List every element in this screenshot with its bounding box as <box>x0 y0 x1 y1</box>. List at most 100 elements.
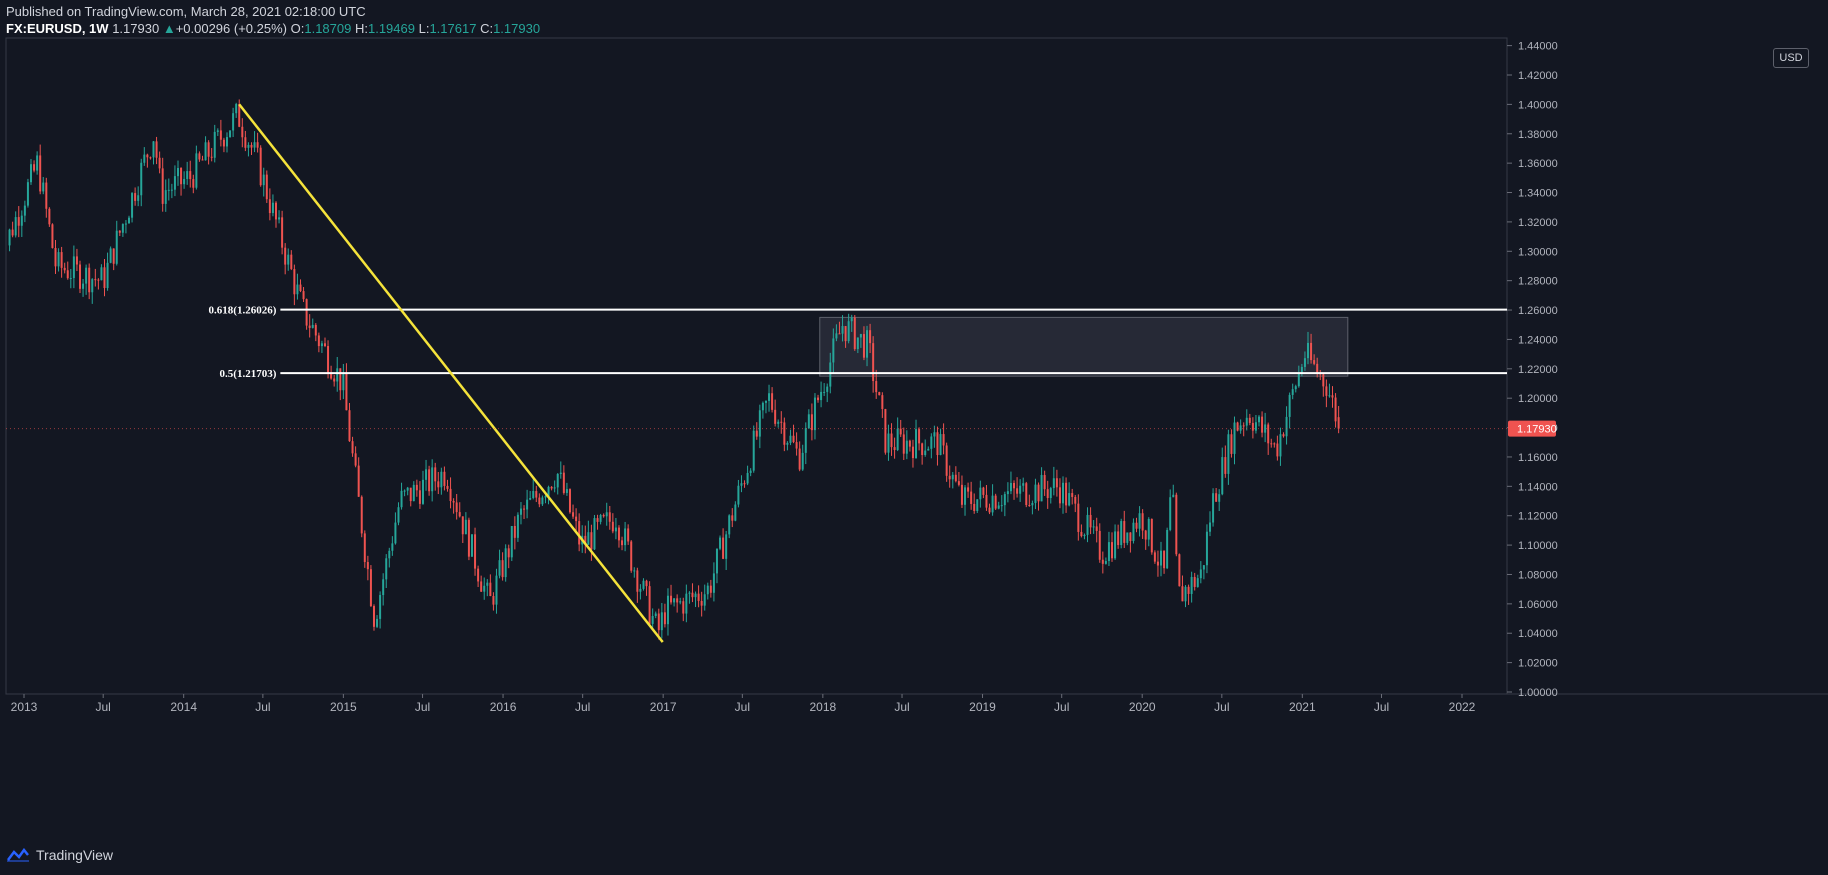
candle-body <box>412 484 415 502</box>
x-tick-label: Jul <box>96 700 111 714</box>
candle-body <box>1077 503 1080 532</box>
candle-body <box>627 528 630 542</box>
candle-body <box>45 182 48 209</box>
candle-body <box>388 550 391 559</box>
currency-button[interactable]: USD <box>1773 48 1809 68</box>
x-tick-label: 2013 <box>11 700 38 714</box>
candle-body <box>562 472 565 493</box>
candle-body <box>1086 514 1089 535</box>
candle-body <box>771 393 774 410</box>
symbol-label[interactable]: FX:EURUSD, 1W <box>6 21 109 36</box>
candle-body <box>244 137 247 148</box>
candle-body <box>1074 496 1077 504</box>
candle-body <box>645 580 648 587</box>
candle-body <box>1009 482 1012 492</box>
candle-body <box>452 501 455 503</box>
candle-body <box>302 291 305 300</box>
candle-body <box>271 202 274 214</box>
x-tick-label: Jul <box>415 700 430 714</box>
candle-body <box>856 337 859 350</box>
candle-body <box>556 473 559 488</box>
candle-body <box>1114 531 1117 559</box>
candle-body <box>1258 416 1261 423</box>
candle-body <box>1276 443 1279 457</box>
ohlc-high-label: H: <box>354 21 368 36</box>
candle-body <box>1307 342 1310 359</box>
y-tick-label: 1.42000 <box>1518 70 1558 82</box>
candle-body <box>761 402 764 411</box>
candle-body <box>813 397 816 431</box>
footer-brand-label: TradingView <box>36 847 114 863</box>
candle-body <box>948 475 951 480</box>
candle-body <box>443 471 446 486</box>
candle-body <box>844 326 847 342</box>
x-tick-label: 2015 <box>330 700 357 714</box>
candle-body <box>553 487 556 489</box>
candle-body <box>1068 493 1071 506</box>
candle-body <box>1120 521 1123 546</box>
candle-body <box>924 450 927 456</box>
fib-level-label: 0.618(1.26026) <box>209 305 277 317</box>
candle-body <box>17 217 20 226</box>
candle-body <box>474 534 477 569</box>
candle-body <box>189 171 192 180</box>
candle-body <box>229 130 232 138</box>
candle-body <box>1144 530 1147 540</box>
candle-body <box>256 142 259 148</box>
candle-body <box>14 217 17 236</box>
candle-body <box>1172 494 1175 498</box>
candle-body <box>1135 522 1138 529</box>
x-tick-label: 2018 <box>809 700 836 714</box>
candle-body <box>483 585 486 592</box>
y-tick-label: 1.02000 <box>1518 658 1558 670</box>
candle-body <box>777 421 780 424</box>
candle-body <box>829 362 832 387</box>
candle-body <box>1016 488 1019 494</box>
candle-body <box>630 541 633 571</box>
y-tick-label: 1.36000 <box>1518 158 1558 170</box>
candle-body <box>881 395 884 410</box>
x-tick-label: 2020 <box>1129 700 1156 714</box>
candle-body <box>1313 360 1316 364</box>
candle-body <box>817 397 820 401</box>
candle-body <box>1166 529 1169 569</box>
candle-body <box>1264 424 1267 433</box>
candle-body <box>991 495 994 513</box>
x-tick-label: Jul <box>255 700 270 714</box>
candle-body <box>158 157 161 169</box>
candle-body <box>33 164 36 171</box>
candle-body <box>1025 483 1028 505</box>
candle-body <box>336 368 339 382</box>
candle-body <box>1065 482 1068 506</box>
candle-body <box>238 104 241 127</box>
candle-body <box>884 409 887 453</box>
candle-body <box>1089 514 1092 528</box>
candle-body <box>1022 483 1025 486</box>
candle-body <box>905 440 908 454</box>
candle-body <box>455 502 458 513</box>
y-tick-label: 1.10000 <box>1518 540 1558 552</box>
candle-body <box>406 487 409 491</box>
candle-body <box>915 429 918 459</box>
x-tick-label: Jul <box>1054 700 1069 714</box>
y-tick-label: 1.34000 <box>1518 188 1558 200</box>
candle-body <box>1080 531 1083 537</box>
candle-body <box>728 515 731 535</box>
candle-body <box>486 582 489 586</box>
candle-body <box>712 573 715 593</box>
candle-body <box>519 508 522 515</box>
candle-body <box>1117 531 1120 546</box>
y-tick-label: 1.38000 <box>1518 129 1558 141</box>
candle-body <box>345 373 348 411</box>
candle-body <box>1028 504 1031 506</box>
candle-body <box>666 595 669 625</box>
candle-body <box>985 494 988 508</box>
candle-body <box>608 512 611 522</box>
candle-body <box>1098 530 1101 560</box>
candle-body <box>820 391 823 401</box>
candle-body <box>823 391 826 393</box>
candle-body <box>72 256 75 279</box>
footer-brand[interactable]: TradingView <box>6 847 113 863</box>
ohlc-low: 1.17617 <box>429 21 477 36</box>
